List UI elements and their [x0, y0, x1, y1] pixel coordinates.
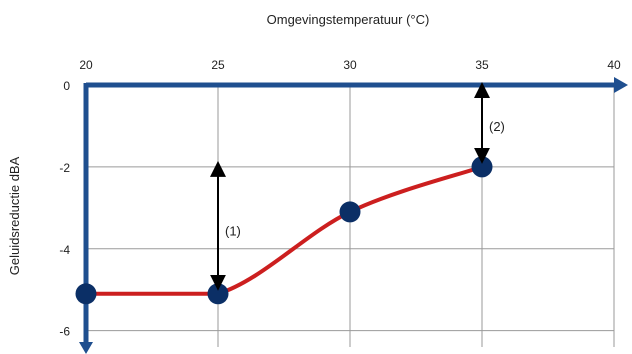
y-tick-label: -4 [59, 243, 70, 257]
data-point [75, 283, 97, 305]
x-axis-title: Omgevingstemperatuur (°C) [267, 12, 430, 27]
annotation-label: (2) [489, 119, 505, 134]
annotations: (1) (2) [210, 82, 505, 291]
series-line [86, 164, 483, 296]
x-tick-label: 35 [475, 58, 489, 72]
series-area [75, 156, 493, 305]
data-point [207, 283, 229, 305]
data-point [339, 201, 361, 223]
y-tick-label: -2 [59, 161, 70, 175]
y-tick-label: -6 [59, 325, 70, 339]
annotation-label: (1) [225, 223, 241, 238]
x-tick-labels: 20 25 30 35 40 [79, 58, 621, 72]
x-axis-arrow [614, 77, 628, 93]
y-axis-title: Geluidsreductie dBA [7, 156, 22, 275]
y-axis-arrow [79, 342, 93, 354]
x-tick-label: 40 [607, 58, 621, 72]
y-tick-labels: 0 -2 -4 -6 [59, 79, 70, 339]
x-tick-label: 25 [211, 58, 225, 72]
y-tick-label: 0 [63, 79, 70, 93]
data-point [471, 156, 493, 178]
x-tick-label: 20 [79, 58, 93, 72]
x-tick-label: 30 [343, 58, 357, 72]
